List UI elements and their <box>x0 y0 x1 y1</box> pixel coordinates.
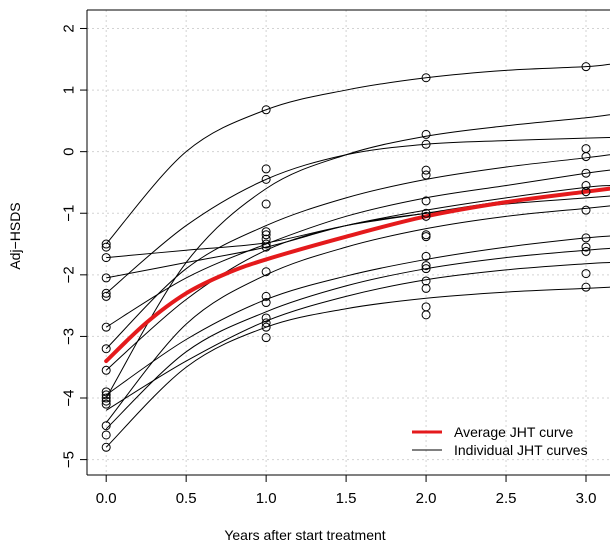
y-tick-label: −1 <box>61 205 78 222</box>
data-point <box>581 246 591 256</box>
grid <box>87 10 610 475</box>
data-point <box>421 129 431 139</box>
data-point <box>101 273 111 283</box>
data-point <box>261 105 271 115</box>
data-point <box>261 199 271 209</box>
data-point <box>421 276 431 286</box>
data-point <box>421 230 431 240</box>
data-point <box>261 174 271 184</box>
data-point <box>261 267 271 277</box>
legend-average-label: Average JHT curve <box>454 424 574 440</box>
data-point <box>261 239 271 249</box>
data-point <box>101 291 111 301</box>
individual-jht-curve <box>105 235 610 396</box>
y-axis-title: Adj−HSDS <box>7 202 23 269</box>
data-point <box>581 152 591 162</box>
individual-jht-curve <box>105 136 610 294</box>
data-point <box>421 283 431 293</box>
axes: 2 1 0 −1 −2 −3 −4 −5 0.0 0.5 1.0 1.5 2.0 2.5 3.0 <box>61 9 610 507</box>
data-point <box>421 73 431 83</box>
legend-individual-label: Individual JHT curves <box>454 442 588 458</box>
data-point <box>421 139 431 149</box>
individual-curves <box>105 63 610 448</box>
data-point <box>421 170 431 180</box>
data-point <box>581 168 591 178</box>
data-point <box>261 227 271 237</box>
data-point <box>261 230 271 240</box>
data-point <box>421 251 431 261</box>
data-point <box>581 233 591 243</box>
data-point <box>421 264 431 274</box>
data-point <box>261 318 271 328</box>
individual-jht-curve <box>105 205 610 423</box>
x-tick-label: 2.5 <box>496 490 517 507</box>
individual-jht-curve <box>105 169 610 328</box>
individual-jht-curve <box>106 185 610 279</box>
data-point <box>261 322 271 332</box>
data-point <box>421 208 431 218</box>
data-point <box>581 269 591 279</box>
data-point <box>101 399 111 409</box>
x-tick-label: 2.0 <box>416 490 437 507</box>
data-point <box>421 165 431 175</box>
data-point <box>261 291 271 301</box>
data-point <box>101 421 111 431</box>
y-tick-label: −2 <box>61 266 78 283</box>
data-point <box>101 396 111 406</box>
data-point <box>421 310 431 320</box>
data-point <box>101 390 111 400</box>
data-point <box>261 298 271 308</box>
data-point <box>101 239 111 249</box>
data-point <box>261 242 271 252</box>
data-point <box>101 322 111 332</box>
x-axis-title: Years after start treatment <box>224 527 385 543</box>
data-point <box>101 430 111 440</box>
y-tick-label: −5 <box>61 451 78 468</box>
individual-jht-curve <box>105 247 610 430</box>
data-point <box>421 232 431 242</box>
individual-jht-curve <box>105 286 610 448</box>
data-point <box>581 242 591 252</box>
average-curve-layer <box>104 186 610 364</box>
data-point <box>421 211 431 221</box>
data-point <box>101 393 111 403</box>
legend: Average JHT curve Individual JHT curves <box>412 424 588 458</box>
x-tick-label: 1.0 <box>256 490 277 507</box>
data-point <box>581 282 591 292</box>
data-point <box>581 205 591 215</box>
data-point <box>421 261 431 271</box>
y-tick-label: −3 <box>61 328 78 345</box>
data-point <box>101 387 111 397</box>
data-point <box>101 365 111 375</box>
y-tick-label: 0 <box>61 147 78 155</box>
y-tick-label: 1 <box>61 86 78 94</box>
individual-jht-curve <box>105 262 610 411</box>
data-point <box>101 442 111 452</box>
data-point <box>261 164 271 174</box>
data-point <box>421 196 431 206</box>
y-tick-label: 2 <box>61 24 78 32</box>
data-point <box>581 181 591 191</box>
data-point <box>581 62 591 72</box>
average-jht-curve <box>104 186 610 364</box>
individual-jht-curve <box>105 63 610 245</box>
data-point <box>101 242 111 252</box>
x-tick-label: 0.0 <box>96 490 117 507</box>
x-tick-label: 0.5 <box>176 490 197 507</box>
data-point <box>261 333 271 343</box>
x-tick-label: 1.5 <box>336 490 357 507</box>
data-point <box>101 253 111 263</box>
data-point <box>101 344 111 354</box>
observation-points <box>101 62 591 452</box>
data-point <box>261 313 271 323</box>
individual-jht-curve <box>105 154 610 350</box>
y-tick-label: −4 <box>61 389 78 406</box>
x-tick-label: 3.0 <box>576 490 597 507</box>
data-point <box>581 187 591 197</box>
data-point <box>101 288 111 298</box>
individual-jht-curve <box>105 195 610 371</box>
